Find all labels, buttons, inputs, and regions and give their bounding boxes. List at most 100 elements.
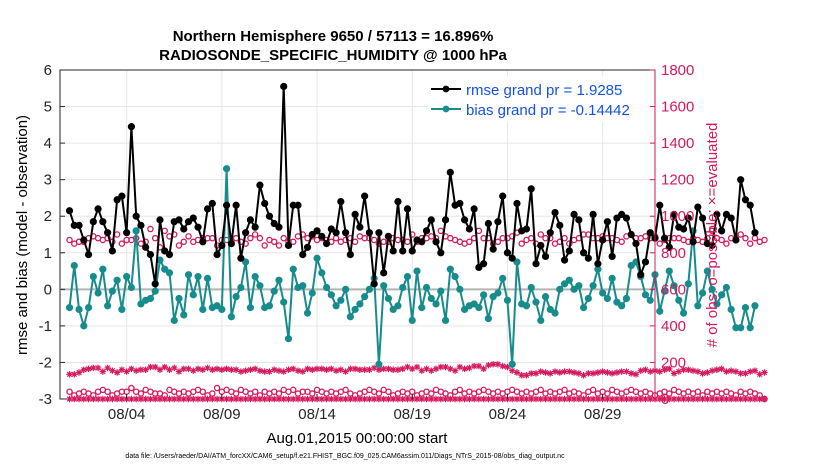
evaluated-obs-point — [456, 395, 464, 403]
evaluated-obs-point — [223, 395, 230, 403]
evaluated-obs-point — [518, 372, 525, 379]
possible-obs-point — [209, 390, 216, 397]
y2-tick-label: 0 — [661, 391, 669, 408]
evaluated-obs-point — [128, 395, 135, 403]
rmse-point — [480, 260, 488, 268]
legend-rmse-label: rmse grand pr = 1.9285 — [466, 82, 622, 99]
rmse-point — [627, 230, 635, 239]
evaluated-obs-point — [428, 367, 435, 374]
rmse-point — [370, 280, 378, 288]
evaluated-obs-point — [180, 365, 187, 373]
bias-point — [532, 298, 540, 306]
bias-point — [703, 267, 711, 275]
rmse-point — [613, 214, 621, 222]
evaluated-obs-point — [718, 365, 725, 373]
evaluated-obs-point — [708, 395, 716, 403]
rmse-point — [641, 258, 650, 266]
evaluated-obs-point — [656, 395, 663, 403]
possible-obs-point — [618, 238, 625, 246]
evaluated-obs-point — [632, 395, 640, 403]
evaluated-obs-point — [328, 365, 335, 373]
rmse-point — [208, 199, 216, 208]
evaluated-obs-point — [423, 395, 430, 403]
rmse-point — [522, 225, 531, 233]
x-tick-label: 08/29 — [584, 406, 622, 423]
rmse-point — [461, 216, 469, 224]
rmse-point — [679, 225, 688, 233]
evaluated-obs-point — [732, 395, 740, 403]
evaluated-obs-point — [432, 395, 440, 403]
evaluated-obs-point — [756, 371, 763, 378]
rmse-point — [589, 210, 597, 218]
bias-point — [708, 285, 716, 293]
evaluated-obs-point — [175, 395, 183, 403]
evaluated-obs-point — [480, 395, 487, 403]
possible-obs-point — [251, 231, 259, 238]
evaluated-obs-point — [94, 364, 102, 372]
rmse-point — [137, 221, 145, 229]
bias-point — [165, 269, 174, 277]
evaluated-obs-point — [328, 395, 335, 403]
evaluated-obs-point — [742, 370, 749, 377]
possible-obs-point — [185, 233, 192, 240]
evaluated-obs-point — [470, 362, 478, 370]
possible-obs-point — [466, 238, 473, 246]
evaluated-obs-point — [428, 395, 435, 403]
evaluated-obs-point — [618, 395, 625, 403]
possible-obs-point — [428, 390, 435, 397]
rmse-point — [246, 216, 254, 224]
rmse-point — [94, 205, 102, 213]
evaluated-obs-point — [251, 395, 259, 403]
evaluated-obs-point — [475, 395, 483, 403]
bias-point — [675, 296, 683, 304]
rmse-point — [608, 252, 616, 261]
bias-point — [403, 272, 412, 281]
data-file-footnote: data file: /Users/raeder/DAI/ATM_forcXX/… — [125, 453, 565, 460]
evaluated-obs-point — [656, 368, 663, 375]
evaluated-obs-point — [290, 365, 297, 373]
evaluated-obs-point — [661, 366, 668, 373]
rmse-point — [227, 240, 235, 248]
bias-point — [80, 322, 88, 330]
evaluated-obs-point — [128, 365, 135, 373]
evaluated-obs-point — [704, 395, 711, 403]
evaluated-obs-point — [551, 395, 559, 403]
rmse-point — [351, 210, 359, 218]
possible-obs-point — [66, 388, 73, 395]
evaluated-obs-point — [304, 395, 311, 403]
rmse-point — [465, 225, 473, 233]
bias-point — [599, 289, 607, 297]
evaluated-obs-point — [513, 395, 521, 403]
possible-obs-point — [537, 386, 545, 394]
evaluated-obs-point — [456, 363, 464, 371]
bias-point — [113, 276, 121, 284]
evaluated-obs-point — [313, 365, 321, 373]
evaluated-obs-point — [370, 395, 378, 403]
evaluated-obs-point — [90, 364, 97, 372]
evaluated-obs-point — [85, 365, 92, 373]
rmse-point — [251, 223, 259, 231]
evaluated-obs-point — [442, 363, 449, 371]
evaluated-obs-point — [675, 368, 682, 375]
evaluated-obs-point — [670, 395, 678, 403]
bias-point — [546, 305, 554, 314]
evaluated-obs-point — [556, 395, 563, 403]
evaluated-obs-point — [623, 368, 630, 375]
evaluated-obs-point — [466, 395, 473, 403]
rmse-point — [389, 247, 397, 255]
possible-obs-point — [275, 242, 283, 249]
rmse-point — [532, 260, 540, 268]
legend: rmse grand pr = 1.9285 bias grand pr = -… — [428, 76, 650, 122]
rmse-point — [394, 198, 402, 206]
rmse-point — [346, 251, 354, 259]
bias-point — [622, 294, 631, 303]
x-tick-label: 08/09 — [203, 406, 241, 423]
evaluated-obs-point — [528, 395, 535, 403]
evaluated-obs-point — [704, 369, 711, 376]
x-tick-label: 08/19 — [393, 406, 431, 423]
y2-tick-label: 400 — [661, 318, 686, 335]
y-tick-label: -2 — [39, 354, 52, 371]
bias-point — [484, 314, 492, 323]
rmse-point — [746, 201, 754, 209]
rmse-point — [299, 251, 307, 259]
